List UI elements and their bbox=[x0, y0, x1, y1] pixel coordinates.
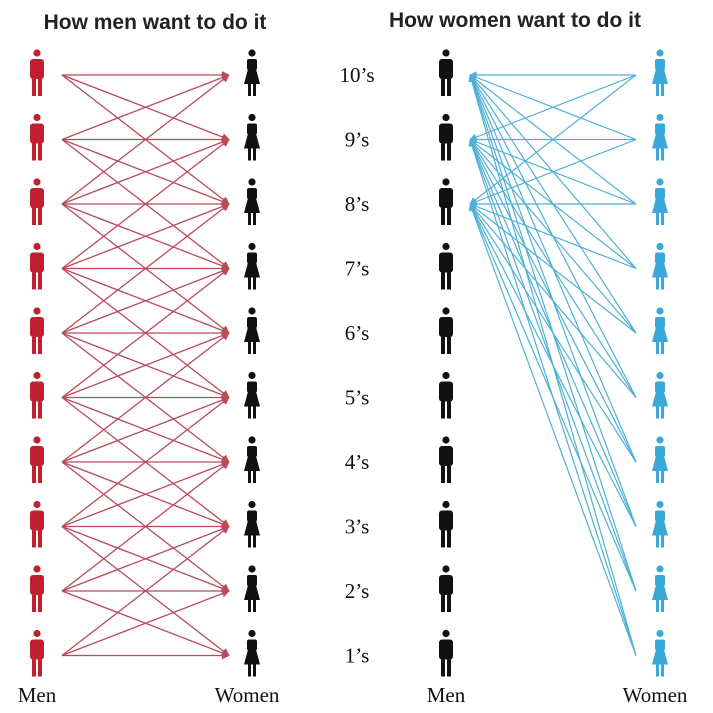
right-arrow bbox=[469, 73, 637, 141]
left-arrow bbox=[61, 138, 230, 205]
left-man-figure bbox=[30, 113, 44, 161]
left-arrow bbox=[61, 138, 230, 270]
right-man-figure bbox=[439, 242, 453, 290]
right-woman-figure bbox=[652, 436, 668, 483]
rank-label: 4’s bbox=[345, 450, 370, 474]
rank-label: 10’s bbox=[339, 63, 374, 87]
rank-label: 3’s bbox=[345, 515, 370, 539]
right-men-label: Men bbox=[427, 683, 466, 707]
left-man-figure bbox=[30, 565, 44, 612]
left-arrow bbox=[61, 460, 230, 528]
left-woman-figure bbox=[244, 113, 260, 161]
right-arrow bbox=[469, 74, 637, 269]
right-women-label: Women bbox=[623, 683, 688, 707]
left-man-figure bbox=[30, 629, 44, 677]
left-man-figure bbox=[30, 436, 44, 483]
right-panel-title: How women want to do it bbox=[389, 9, 641, 32]
left-panel-title: How men want to do it bbox=[44, 11, 267, 34]
right-woman-figure bbox=[652, 565, 668, 612]
left-arrow bbox=[61, 332, 230, 463]
left-arrow bbox=[61, 203, 230, 334]
right-arrow bbox=[469, 74, 637, 205]
left-men-label: Men bbox=[18, 683, 57, 707]
right-arrow bbox=[468, 138, 637, 656]
right-arrow bbox=[468, 74, 637, 656]
left-arrow bbox=[61, 461, 230, 592]
rank-label: 2’s bbox=[345, 579, 370, 603]
rank-label: 8’s bbox=[345, 192, 370, 216]
right-man-figure bbox=[439, 565, 453, 612]
left-woman-figure bbox=[244, 242, 260, 290]
right-arrow bbox=[469, 74, 637, 398]
left-arrow bbox=[61, 202, 230, 270]
left-arrow bbox=[61, 396, 230, 463]
rank-label: 9’s bbox=[345, 128, 370, 152]
right-man-figure bbox=[439, 49, 453, 96]
rank-labels: 10’s 9’s 8’s 7’s 6’s 5’s 4’s 3’s 2’s 1’s bbox=[339, 63, 374, 668]
left-woman-figure bbox=[244, 178, 260, 225]
left-man-figure bbox=[30, 242, 44, 290]
left-woman-figure bbox=[244, 565, 260, 612]
left-arrow bbox=[61, 525, 230, 592]
rank-label: 5’s bbox=[345, 386, 370, 410]
rank-label: 6’s bbox=[345, 321, 370, 345]
left-panel-arrows bbox=[61, 71, 230, 660]
right-woman-figure bbox=[652, 629, 668, 677]
right-arrow bbox=[469, 74, 637, 463]
left-woman-figure bbox=[244, 500, 260, 548]
right-man-figure bbox=[439, 371, 453, 419]
rank-label: 7’s bbox=[345, 257, 370, 281]
left-arrow bbox=[61, 525, 230, 657]
right-man-figure bbox=[439, 500, 453, 548]
left-man-figure bbox=[30, 49, 44, 96]
left-woman-figure bbox=[244, 629, 260, 677]
left-arrow bbox=[61, 589, 230, 657]
left-man-figure bbox=[30, 307, 44, 354]
right-panel-arrows bbox=[468, 71, 637, 656]
left-woman-figure bbox=[244, 371, 260, 419]
right-woman-figure bbox=[652, 307, 668, 354]
rank-label: 1’s bbox=[345, 644, 370, 668]
left-arrow bbox=[61, 267, 230, 334]
figures bbox=[30, 49, 668, 677]
left-arrow bbox=[61, 74, 230, 205]
left-arrow bbox=[61, 331, 230, 399]
right-man-figure bbox=[439, 629, 453, 677]
right-woman-figure bbox=[652, 178, 668, 225]
right-arrow bbox=[469, 74, 637, 334]
left-man-figure bbox=[30, 178, 44, 225]
left-women-label: Women bbox=[215, 683, 280, 707]
left-arrow bbox=[61, 73, 230, 141]
right-man-figure bbox=[439, 307, 453, 354]
right-woman-figure bbox=[652, 242, 668, 290]
right-arrow bbox=[468, 74, 637, 527]
left-man-figure bbox=[30, 371, 44, 419]
right-man-figure bbox=[439, 436, 453, 483]
left-woman-figure bbox=[244, 436, 260, 483]
left-man-figure bbox=[30, 500, 44, 548]
right-woman-figure bbox=[652, 113, 668, 161]
right-man-figure bbox=[439, 178, 453, 225]
right-man-figure bbox=[439, 113, 453, 161]
right-woman-figure bbox=[652, 371, 668, 419]
left-woman-figure bbox=[244, 307, 260, 354]
right-arrow bbox=[468, 203, 637, 656]
right-arrow bbox=[468, 74, 637, 592]
left-woman-figure bbox=[244, 49, 260, 96]
right-woman-figure bbox=[652, 500, 668, 548]
left-arrow bbox=[61, 267, 230, 399]
right-woman-figure bbox=[652, 49, 668, 96]
left-arrow bbox=[61, 396, 230, 528]
